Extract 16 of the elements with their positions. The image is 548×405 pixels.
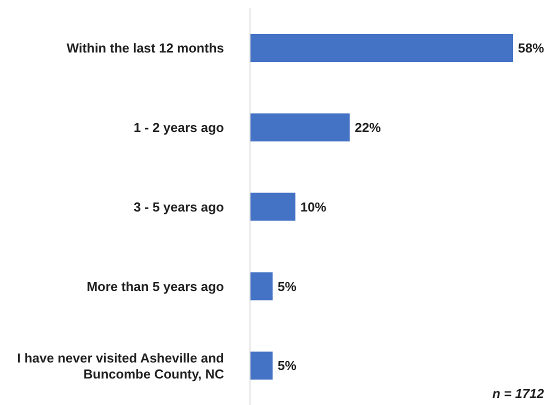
bar — [250, 272, 273, 300]
bar — [250, 192, 296, 221]
bar — [250, 34, 513, 62]
data-label: 5% — [278, 278, 297, 294]
data-label: 10% — [300, 199, 327, 214]
data-label: 5% — [278, 358, 297, 374]
bar — [250, 113, 350, 142]
bar — [250, 352, 273, 380]
data-label: 58% — [518, 40, 544, 56]
y-tick-label: 3 - 5 years ago — [134, 199, 224, 214]
y-tick-label: More than 5 years ago — [86, 278, 224, 294]
y-tick-label: 1 - 2 years ago — [134, 120, 224, 135]
y-tick-label: Within the last 12 months — [66, 40, 224, 56]
data-label: 22% — [354, 120, 382, 136]
annotation: n = 1712 — [492, 386, 544, 401]
y-tick-label: I have never visited Asheville and Buncombe County, NC — [17, 350, 225, 381]
